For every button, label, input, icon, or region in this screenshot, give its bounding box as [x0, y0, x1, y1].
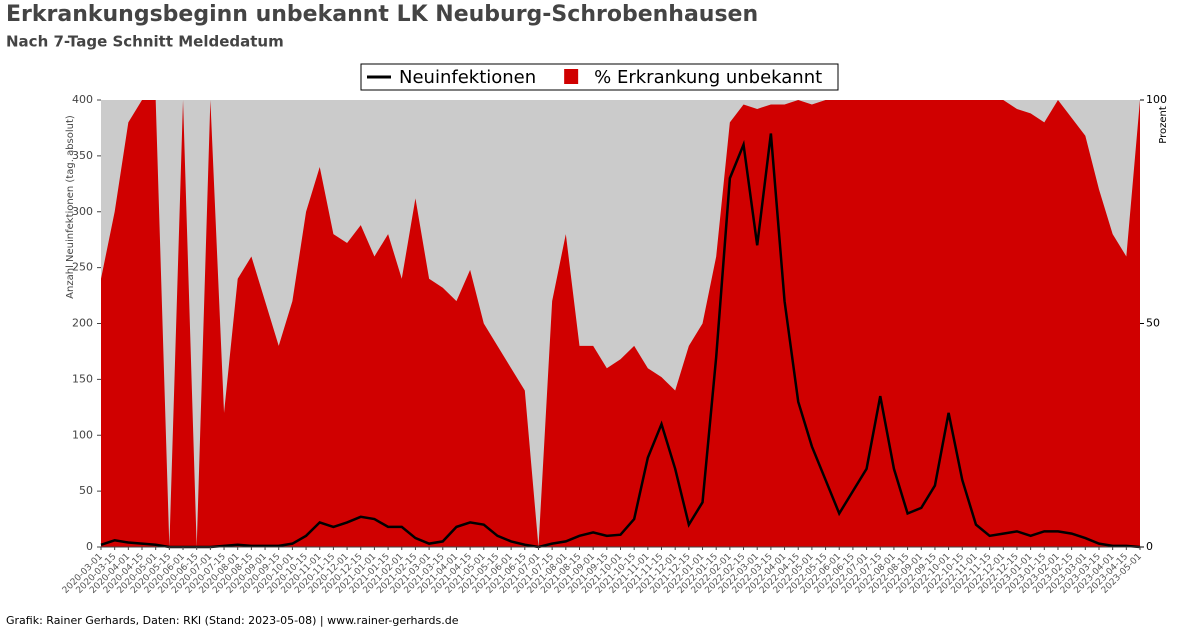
y-tick-label: 250 [72, 261, 93, 274]
legend-label: Neuinfektionen [399, 67, 536, 88]
y-tick-label: 300 [72, 205, 93, 218]
y2-tick-label: 100 [1146, 93, 1167, 106]
y-tick-label: 0 [86, 540, 93, 553]
chart-title: Erkrankungsbeginn unbekannt LK Neuburg-S… [6, 2, 758, 27]
chart-subtitle: Nach 7-Tage Schnitt Meldedatum [6, 33, 284, 51]
y-tick-label: 50 [79, 484, 93, 497]
y-tick-label: 200 [72, 317, 93, 330]
legend-swatch [564, 69, 579, 84]
area [101, 100, 1140, 547]
y-tick-label: 150 [72, 372, 93, 385]
y2-tick-label: 50 [1146, 317, 1160, 330]
legend-box [360, 63, 839, 91]
y2-axis-label: Prozent [1158, 106, 1169, 144]
footer: Grafik: Rainer Gerhards, Daten: RKI (Sta… [6, 614, 459, 627]
y-tick-label: 400 [72, 93, 93, 106]
line [100, 133, 1141, 549]
y-axis-label: Anzahl Neuinfektionen (tag. absolut) [65, 115, 76, 299]
y-tick-label: 350 [72, 149, 93, 162]
y-tick-label: 100 [72, 428, 93, 441]
y2-tick-label: 0 [1146, 540, 1153, 553]
legend-label: % Erkrankung unbekannt [594, 67, 822, 88]
legend: Neuinfektionen % Erkrankung unbekannt [360, 63, 839, 91]
